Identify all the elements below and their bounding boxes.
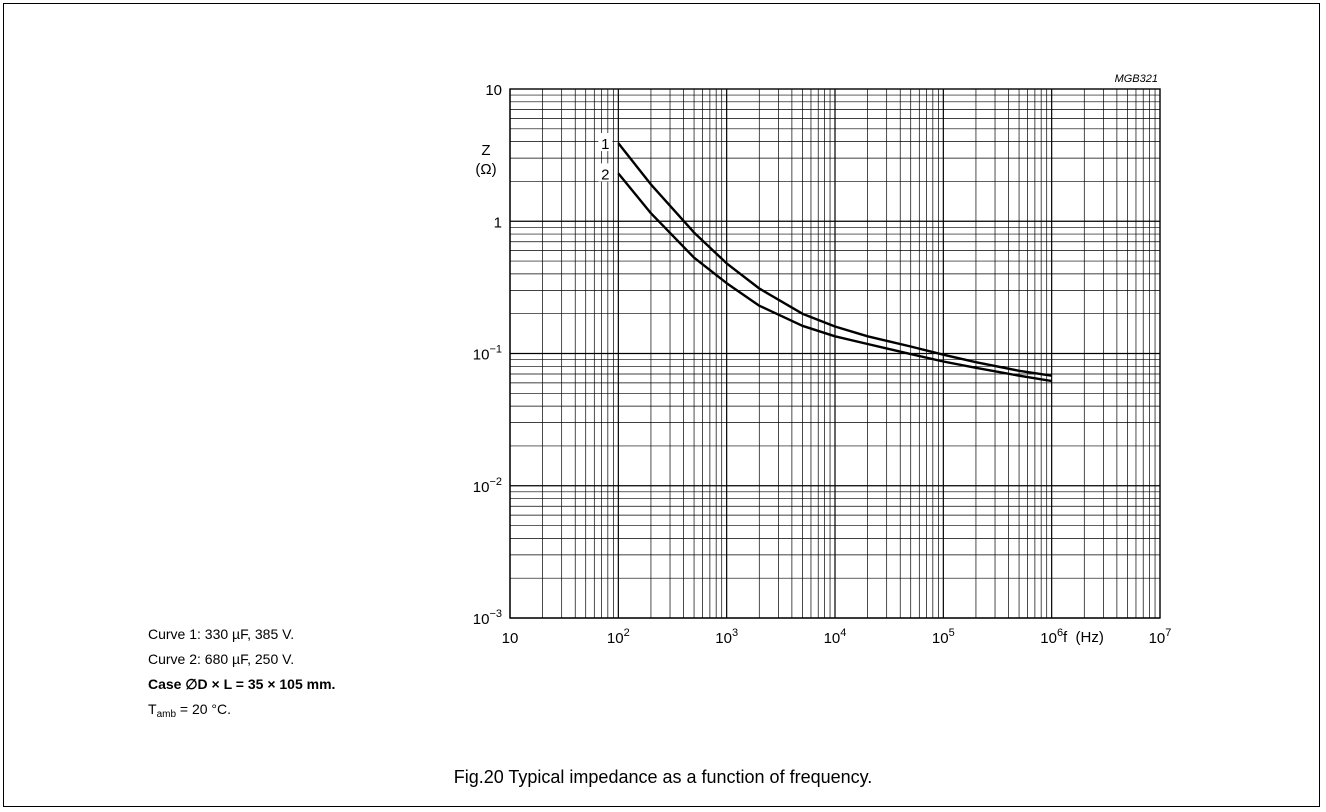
figure-caption: Fig.20 Typical impedance as a function o… [453,767,873,787]
plot-frame [509,88,1161,619]
y-tick-label: 10−1 [473,344,502,364]
curve-1-label-bg [598,133,613,152]
figure-frame [3,3,1320,807]
figure-notes: Curve 1: 330 µF, 385 V. Curve 2: 680 µF,… [148,622,335,722]
tamb-value: = 20 °C. [176,701,232,717]
curve-2-line [617,172,1052,383]
curve-2-label: 2 [601,166,609,183]
y-tick-label: 1 [494,214,502,231]
curve-2-label-bg [598,163,613,182]
y-tick-label: 10−2 [473,476,502,496]
curve2-note: Curve 2: 680 µF, 250 V. [148,651,295,667]
x-tick-label: 103 [715,627,738,647]
tamb-symbol: T [148,701,157,717]
y-tick-label: 10 [485,82,502,99]
curve-1-label: 1 [601,136,609,153]
y-tick-label: 10−3 [473,608,502,628]
tamb-note: Tamb = 20 °C. [148,697,335,722]
x-tick-label: 105 [932,627,955,647]
y-axis-unit: (Ω) [475,161,496,178]
x-axis-label: f (Hz) [1063,629,1104,646]
curve-1-line [617,142,1052,377]
curve1-note: Curve 1: 330 µF, 385 V. [148,626,295,642]
case-note: Case ∅D × L = 35 × 105 mm. [148,676,336,692]
figure-code: MGB321 [1115,73,1158,85]
x-tick-label: 102 [607,627,630,647]
tamb-subscript: amb [156,709,177,720]
x-tick-label: 104 [824,627,847,647]
y-axis-label: Z [481,142,490,159]
x-tick-label: 107 [1149,627,1172,647]
x-tick-label: 10 [502,630,519,647]
x-tick-label: 106 [1040,627,1063,647]
